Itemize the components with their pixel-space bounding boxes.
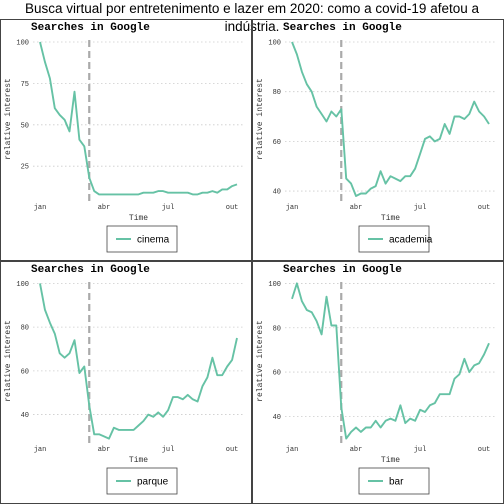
y-axis-label: relative interest xyxy=(256,78,265,160)
chart-title: Searches in Google xyxy=(283,264,402,276)
y-axis-label: relative interest xyxy=(4,320,13,402)
x-tick-label: jul xyxy=(162,204,175,212)
y-tick-label: 100 xyxy=(268,39,281,47)
y-tick-label: 60 xyxy=(21,368,29,376)
x-tick-label: jan xyxy=(34,204,47,212)
x-tick-label: out xyxy=(226,446,239,454)
panel-border xyxy=(0,19,252,261)
legend-label: cinema xyxy=(137,235,170,246)
x-tick-label: out xyxy=(478,204,491,212)
chart-panel: Searches in Google 40 60 80 100 jan abr jul out T… xyxy=(0,261,252,504)
y-tick-label: 60 xyxy=(273,370,281,378)
panel-border xyxy=(252,261,504,504)
x-axis-label: Time xyxy=(129,456,148,465)
x-tick-label: jul xyxy=(414,446,427,454)
x-tick-label: out xyxy=(478,446,491,454)
legend-label: academia xyxy=(389,235,433,246)
y-tick-label: 100 xyxy=(268,281,281,289)
x-axis-label: Time xyxy=(129,214,148,223)
chart-title: Searches in Google xyxy=(31,264,150,276)
chart-panel: Searches in Google 40 60 80 100 jan abr jul out T… xyxy=(252,19,504,261)
series-line xyxy=(291,41,490,197)
x-axis-label: Time xyxy=(381,214,400,223)
x-axis-label: Time xyxy=(381,456,400,465)
x-tick-label: abr xyxy=(350,204,363,212)
x-tick-label: jan xyxy=(286,204,299,212)
x-tick-label: abr xyxy=(350,446,363,454)
chart-title: Searches in Google xyxy=(283,22,402,34)
y-tick-label: 50 xyxy=(21,122,29,130)
chart-title: Searches in Google xyxy=(31,22,150,34)
y-tick-label: 40 xyxy=(273,414,281,422)
panel-border xyxy=(0,261,252,504)
y-tick-label: 40 xyxy=(21,412,29,420)
series-line xyxy=(39,283,238,440)
x-tick-label: out xyxy=(226,204,239,212)
x-tick-label: abr xyxy=(98,446,111,454)
y-axis-label: relative interest xyxy=(4,78,13,160)
y-tick-label: 80 xyxy=(21,325,29,333)
legend-label: bar xyxy=(389,477,404,488)
y-axis-label: relative interest xyxy=(256,320,265,402)
chart-panel: Searches in Google 25 50 75 100 jan abr jul out T… xyxy=(0,19,252,261)
legend-label: parque xyxy=(137,477,169,488)
y-tick-label: 100 xyxy=(16,39,29,47)
y-tick-label: 40 xyxy=(273,189,281,197)
x-tick-label: jan xyxy=(34,446,47,454)
y-tick-label: 80 xyxy=(273,89,281,97)
y-tick-label: 100 xyxy=(16,281,29,289)
y-tick-label: 25 xyxy=(21,164,29,172)
y-tick-label: 60 xyxy=(273,139,281,147)
chart-panel: Searches in Google 40 60 80 100 jan abr jul out T… xyxy=(252,261,504,504)
x-tick-label: abr xyxy=(98,204,111,212)
y-tick-label: 80 xyxy=(273,325,281,333)
x-tick-label: jul xyxy=(162,446,175,454)
x-tick-label: jul xyxy=(414,204,427,212)
panel-border xyxy=(252,19,504,261)
series-line xyxy=(291,282,490,440)
y-tick-label: 75 xyxy=(21,81,29,89)
x-tick-label: jan xyxy=(286,446,299,454)
series-line xyxy=(39,41,238,196)
